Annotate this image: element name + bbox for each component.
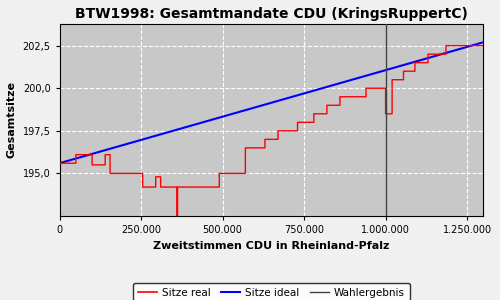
Y-axis label: Gesamtsitze: Gesamtsitze xyxy=(7,81,17,158)
Sitze real xyxy=(443,44,449,47)
Sitze real xyxy=(461,44,467,47)
Sitze real xyxy=(480,44,486,47)
Sitze real xyxy=(242,146,248,150)
Title: BTW1998: Gesamtmandate CDU (KringsRuppertC): BTW1998: Gesamtmandate CDU (KringsRupper… xyxy=(75,7,468,21)
Sitze real xyxy=(158,185,164,189)
Legend: Sitze real, Sitze ideal, Wahlergebnis: Sitze real, Sitze ideal, Wahlergebnis xyxy=(133,283,410,300)
Line: Sitze real: Sitze real xyxy=(60,46,484,233)
Sitze real xyxy=(337,95,343,99)
Sitze real xyxy=(172,185,178,189)
Sitze real xyxy=(262,137,268,141)
X-axis label: Zweitstimmen CDU in Rheinland-Pfalz: Zweitstimmen CDU in Rheinland-Pfalz xyxy=(154,241,390,250)
Sitze real xyxy=(174,231,180,235)
Sitze real xyxy=(56,161,62,165)
